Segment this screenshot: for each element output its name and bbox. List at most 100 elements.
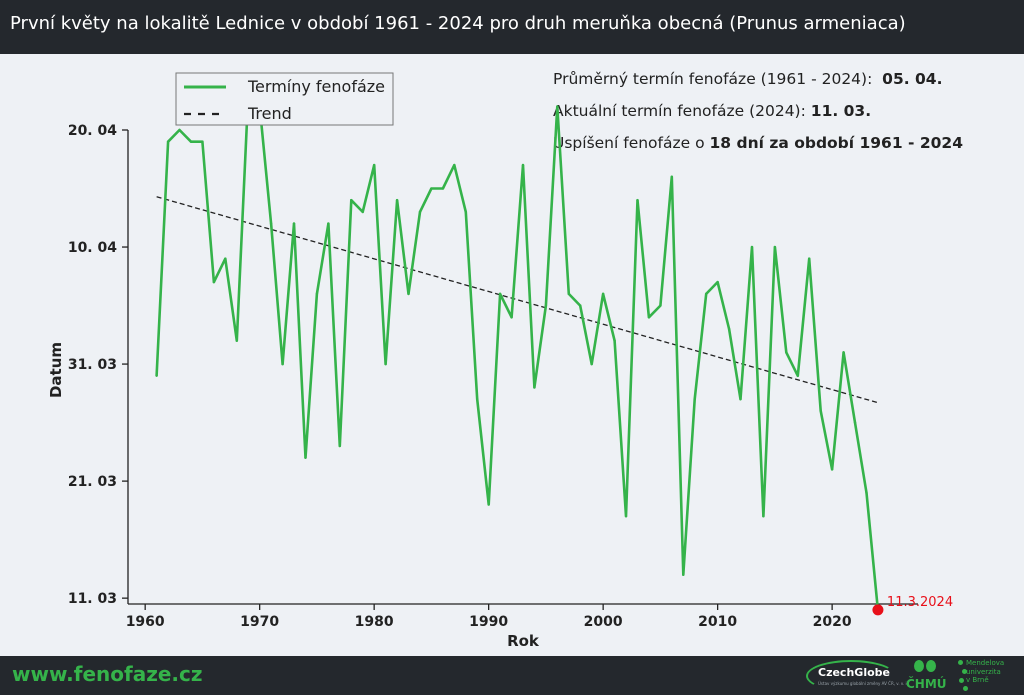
data-point xyxy=(521,163,525,167)
data-point xyxy=(269,222,273,225)
data-point xyxy=(476,397,479,401)
website-link[interactable]: www.fenofaze.cz xyxy=(12,662,203,686)
mendel-logo-text: Mendelova univerzita v Brně xyxy=(966,659,1005,684)
data-point xyxy=(613,339,616,342)
data-point xyxy=(704,292,708,296)
data-point xyxy=(762,515,765,518)
x-axis-label: Rok xyxy=(507,632,540,650)
data-point xyxy=(865,491,868,495)
data-point xyxy=(739,397,742,401)
data-point xyxy=(430,187,433,190)
data-point xyxy=(853,421,857,424)
data-point xyxy=(395,199,399,202)
data-point xyxy=(166,140,170,143)
x-tick-label: 2020 xyxy=(813,614,852,630)
data-point xyxy=(487,503,490,506)
czechglobe-logo-text: CzechGlobe xyxy=(818,666,890,679)
data-point xyxy=(785,351,788,354)
header-bar: První květy na lokalitě Lednice v období… xyxy=(0,0,1024,54)
data-point xyxy=(544,304,548,307)
data-point xyxy=(819,409,822,413)
y-tick-label: 21. 03 xyxy=(68,474,117,490)
data-point xyxy=(201,140,204,143)
data-point xyxy=(647,316,651,319)
data-point xyxy=(441,187,445,190)
data-point xyxy=(510,316,513,319)
data-point xyxy=(224,257,227,260)
data-point xyxy=(796,374,799,377)
data-point xyxy=(407,292,410,296)
series-line-phenophase-dates xyxy=(155,93,880,611)
info-current-value: 11. 03. xyxy=(810,102,872,120)
data-point xyxy=(453,163,456,167)
mendel-dot-icon xyxy=(959,678,964,683)
info-current-date: Aktuální termín fenofáze (2024): 11. 03. xyxy=(553,102,871,120)
data-point xyxy=(304,456,307,459)
czechglobe-logo-subtext: Ústav výzkumu globální změny AV ČR, v. v… xyxy=(818,681,908,686)
data-point xyxy=(579,304,582,307)
data-point xyxy=(178,128,181,132)
info-mean-label: Průměrný termín fenofáze (1961 - 2024): xyxy=(553,70,873,88)
y-tick-label: 11. 03 xyxy=(68,591,117,607)
data-point xyxy=(716,280,719,284)
data-point xyxy=(624,515,628,518)
highlight-label-2024: 11.3.2024 xyxy=(887,595,953,610)
y-tick-label: 10. 04 xyxy=(68,240,117,256)
mendel-dot-icon xyxy=(962,669,967,674)
data-point xyxy=(464,210,467,214)
mendel-dot-icon xyxy=(958,660,963,665)
footer-bar: www.fenofaze.cz CzechGlobe Ústav výzkumu… xyxy=(0,656,1024,695)
chmu-logo-text: ČHMÚ xyxy=(906,677,947,691)
x-tick-label: 1990 xyxy=(469,614,508,630)
x-tick-label: 1960 xyxy=(126,614,165,630)
info-current-label: Aktuální termín fenofáze (2024): xyxy=(553,102,806,120)
data-point xyxy=(292,222,296,225)
data-point xyxy=(155,374,158,377)
info-mean-date: Průměrný termín fenofáze (1961 - 2024): … xyxy=(553,70,942,88)
data-point xyxy=(418,210,422,214)
info-advance-label: Uspíšení fenofáze o xyxy=(553,134,705,152)
data-point xyxy=(682,573,685,576)
data-point xyxy=(372,163,376,167)
phenology-line-chart: 11. 03 21. 03 31. 03 10. 04 20. 04 1960 1970 19… xyxy=(47,72,953,650)
czechglobe-logo: CzechGlobe Ústav výzkumu globální změny … xyxy=(806,660,908,692)
x-tick-label: 1980 xyxy=(355,614,394,630)
data-point xyxy=(601,292,605,296)
y-tick-label: 20. 04 xyxy=(68,123,117,139)
data-point xyxy=(590,362,593,366)
legend-box xyxy=(175,72,394,126)
data-point xyxy=(808,257,811,260)
data-point xyxy=(533,386,536,389)
chmu-left-mark-icon xyxy=(914,660,924,672)
data-point xyxy=(327,222,330,225)
info-advance: Uspíšení fenofáze o 18 dní za období 196… xyxy=(553,134,963,152)
czechglobe-ring-icon xyxy=(806,660,896,692)
data-point xyxy=(315,292,319,296)
info-advance-value: 18 dní za období 1961 - 2024 xyxy=(709,134,963,152)
chmu-right-mark-icon xyxy=(926,660,936,672)
mendel-dot-icon xyxy=(963,686,968,691)
data-point xyxy=(693,397,696,401)
legend-label-phenophase: Termíny fenofáze xyxy=(247,77,385,96)
x-tick-label: 2010 xyxy=(698,614,737,630)
info-mean-value: 05. 04. xyxy=(882,70,943,88)
data-point xyxy=(235,339,238,342)
data-point xyxy=(636,199,639,202)
data-point xyxy=(727,327,731,331)
data-point xyxy=(189,140,193,143)
data-point xyxy=(659,304,662,307)
data-point xyxy=(498,292,502,296)
data-point xyxy=(750,245,754,249)
x-tick-label: 1970 xyxy=(240,614,279,630)
data-point xyxy=(350,199,353,202)
chart-title: První květy na lokalitě Lednice v období… xyxy=(10,13,906,34)
data-point xyxy=(830,468,834,471)
y-tick-label: 31. 03 xyxy=(68,357,117,373)
chmu-logo: ČHMÚ xyxy=(906,658,947,692)
y-axis-label: Datum xyxy=(47,342,65,398)
data-point xyxy=(670,175,674,179)
data-point xyxy=(567,292,570,296)
data-point xyxy=(361,210,364,214)
data-point xyxy=(384,362,387,366)
legend-label-trend: Trend xyxy=(247,104,292,123)
